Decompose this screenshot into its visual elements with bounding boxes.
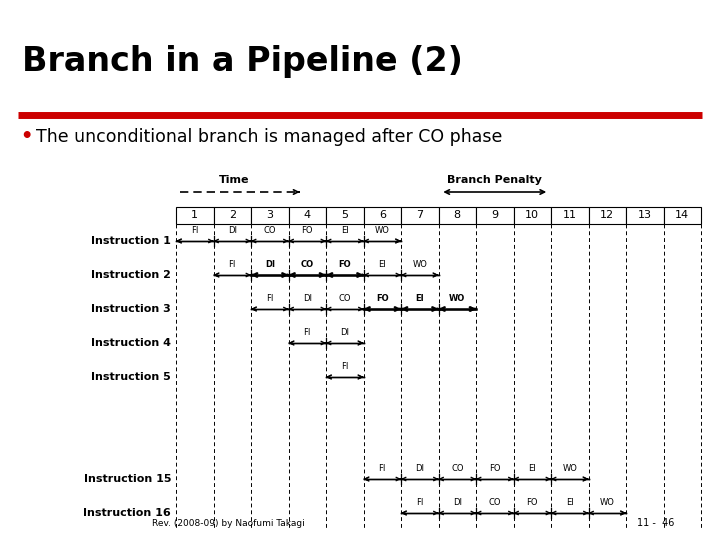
Text: CO: CO bbox=[338, 294, 351, 303]
Text: CO: CO bbox=[264, 226, 276, 235]
Text: 13: 13 bbox=[638, 211, 652, 220]
Text: 4: 4 bbox=[304, 211, 311, 220]
Text: Rev. (2008-09) by Naofumi Takagi: Rev. (2008-09) by Naofumi Takagi bbox=[152, 519, 305, 528]
Bar bbox=[626, 207, 664, 224]
Text: 14: 14 bbox=[675, 211, 689, 220]
Text: DI: DI bbox=[415, 464, 424, 473]
Text: CO: CO bbox=[301, 260, 314, 269]
Bar bbox=[326, 207, 364, 224]
Text: 2: 2 bbox=[229, 211, 236, 220]
Bar bbox=[664, 207, 701, 224]
Text: 3: 3 bbox=[266, 211, 274, 220]
Text: EI: EI bbox=[341, 226, 348, 235]
Text: WO: WO bbox=[562, 464, 577, 473]
Text: 5: 5 bbox=[341, 211, 348, 220]
Text: WO: WO bbox=[600, 498, 615, 507]
Text: EI: EI bbox=[566, 498, 574, 507]
Bar bbox=[551, 207, 588, 224]
Text: Branch in a Pipeline (2): Branch in a Pipeline (2) bbox=[22, 45, 463, 78]
Text: FO: FO bbox=[376, 294, 389, 303]
Bar bbox=[513, 207, 551, 224]
Bar bbox=[476, 207, 513, 224]
Bar bbox=[438, 207, 476, 224]
Text: DI: DI bbox=[341, 328, 349, 337]
Text: FO: FO bbox=[526, 498, 538, 507]
Text: FO: FO bbox=[302, 226, 313, 235]
Text: DI: DI bbox=[265, 260, 275, 269]
Text: 11 -  46: 11 - 46 bbox=[637, 518, 675, 528]
Text: 1: 1 bbox=[192, 211, 198, 220]
Text: 11: 11 bbox=[563, 211, 577, 220]
Text: DI: DI bbox=[302, 294, 312, 303]
Text: FI: FI bbox=[379, 464, 386, 473]
Text: FI: FI bbox=[304, 328, 311, 337]
Text: Instruction 4: Instruction 4 bbox=[91, 338, 171, 348]
Text: 8: 8 bbox=[454, 211, 461, 220]
Text: DI: DI bbox=[228, 226, 237, 235]
Text: EI: EI bbox=[415, 294, 424, 303]
Text: FO: FO bbox=[338, 260, 351, 269]
Text: EI: EI bbox=[379, 260, 386, 269]
Text: Instruction 16: Instruction 16 bbox=[84, 508, 171, 518]
Text: Instruction 1: Instruction 1 bbox=[91, 236, 171, 246]
Text: FI: FI bbox=[416, 498, 423, 507]
Text: Instruction 15: Instruction 15 bbox=[84, 474, 171, 484]
Text: DI: DI bbox=[453, 498, 462, 507]
Text: WO: WO bbox=[413, 260, 427, 269]
Text: •: • bbox=[20, 127, 32, 146]
Text: 9: 9 bbox=[491, 211, 498, 220]
Bar bbox=[176, 207, 214, 224]
Bar bbox=[214, 207, 251, 224]
Text: WO: WO bbox=[375, 226, 390, 235]
Text: 10: 10 bbox=[526, 211, 539, 220]
Text: Branch Penalty: Branch Penalty bbox=[447, 175, 542, 185]
Text: The unconditional branch is managed after CO phase: The unconditional branch is managed afte… bbox=[36, 128, 503, 146]
Text: Instruction 2: Instruction 2 bbox=[91, 270, 171, 280]
Text: CO: CO bbox=[488, 498, 501, 507]
Text: FI: FI bbox=[266, 294, 274, 303]
Text: WO: WO bbox=[449, 294, 465, 303]
Text: 6: 6 bbox=[379, 211, 386, 220]
Text: EI: EI bbox=[528, 464, 536, 473]
Text: Instruction 3: Instruction 3 bbox=[91, 304, 171, 314]
Text: Instruction 5: Instruction 5 bbox=[91, 372, 171, 382]
Bar bbox=[588, 207, 626, 224]
Bar bbox=[289, 207, 326, 224]
Bar bbox=[251, 207, 289, 224]
Bar bbox=[401, 207, 438, 224]
Text: FI: FI bbox=[191, 226, 199, 235]
Text: 12: 12 bbox=[600, 211, 614, 220]
Text: FO: FO bbox=[489, 464, 500, 473]
Text: CO: CO bbox=[451, 464, 464, 473]
Bar bbox=[364, 207, 401, 224]
Text: FI: FI bbox=[341, 362, 348, 371]
Text: Time: Time bbox=[219, 175, 249, 185]
Text: FI: FI bbox=[228, 260, 236, 269]
Text: 7: 7 bbox=[416, 211, 423, 220]
